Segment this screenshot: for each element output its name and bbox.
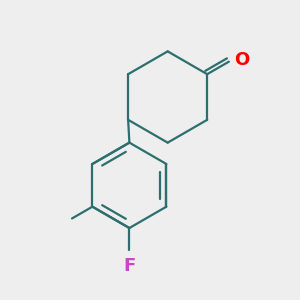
Text: F: F (124, 256, 136, 274)
Text: O: O (234, 51, 249, 69)
